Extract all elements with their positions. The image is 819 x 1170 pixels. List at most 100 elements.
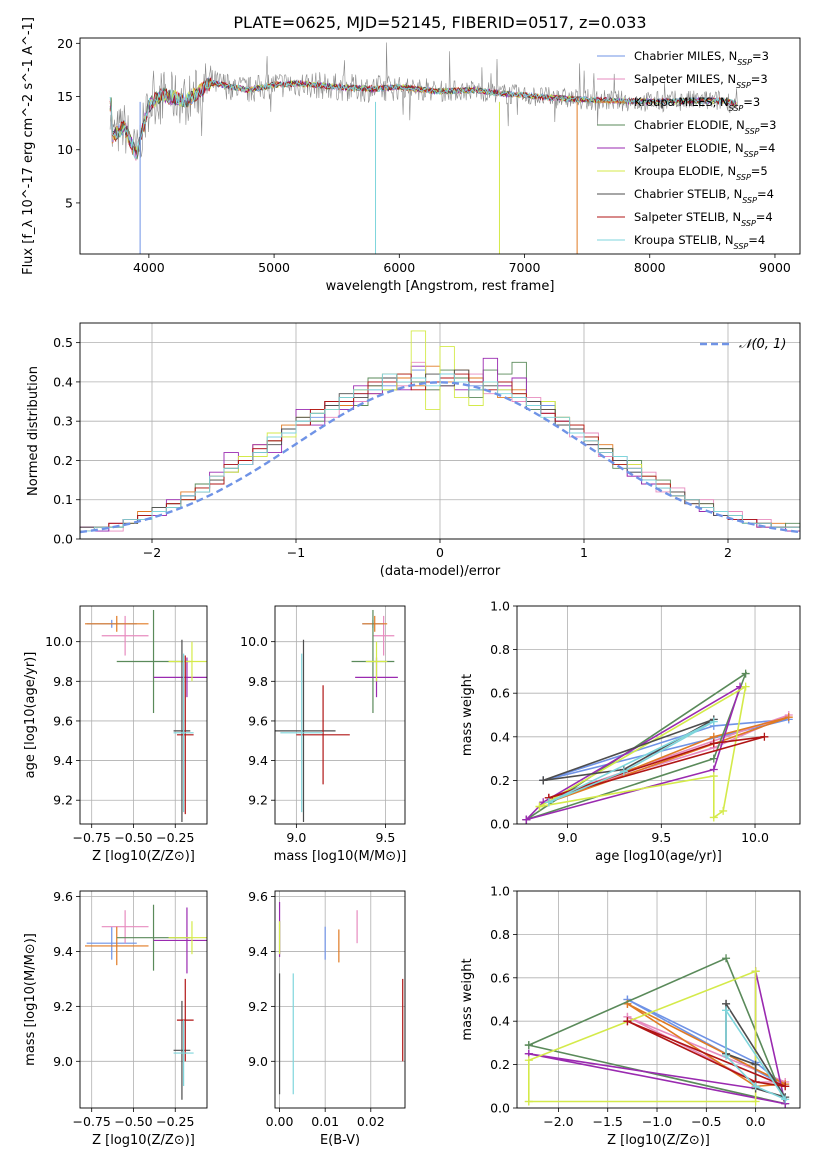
plus-marker (544, 798, 553, 807)
legend-entry-tail: =4 (757, 187, 774, 201)
weight_vs_Z-lines (524, 954, 790, 1108)
legend-entry-main: Salpeter MILES, N (634, 72, 736, 86)
y-tick-label: 9.6 (53, 889, 73, 904)
age_vs_mass-points (275, 609, 398, 823)
x-tick-label: 9000 (759, 260, 791, 275)
plus-marker (719, 806, 728, 815)
error-bar-point (173, 1020, 194, 1087)
x-tick-label: −2 (143, 545, 161, 560)
plus-marker (751, 967, 760, 976)
mass_vs_Z-x-axis-label: Z [log10(Z/Z⊙)] (92, 1133, 195, 1148)
age_vs_Z-frame (79, 605, 208, 825)
spectrum-y-axis-label: Flux [f_λ 10^-17 erg cm^-2 s^-1 A^-1] (21, 17, 36, 275)
x-tick-label: 7000 (509, 260, 541, 275)
error-bar-point (85, 926, 149, 966)
residuals-axes: −2 −1 0 1 2 0.0 0.1 0.2 0.3 0.4 0.5 (data-model)/er… (26, 322, 801, 579)
plus-marker (709, 813, 718, 822)
x-tick-label: −0.75 (73, 1114, 111, 1129)
spectrum-lines (109, 42, 738, 254)
y-tick-label: 0.1 (53, 492, 73, 507)
x-tick-label: −2.0 (543, 1114, 573, 1129)
legend-entry-main: Salpeter ELODIE, N (634, 141, 744, 155)
legend-entry: Salpeter MILES, NSSP=3 (634, 72, 768, 90)
x-tick-label: −0.50 (114, 1114, 152, 1129)
mass_vs_EBV-x-axis-label: E(B-V) (320, 1133, 360, 1148)
x-tick-label: −1.5 (593, 1114, 623, 1129)
x-tick-label: 1 (580, 545, 588, 560)
y-tick-label: 0.2 (53, 453, 73, 468)
legend-entry-main: Kroupa MILES, N (634, 95, 729, 109)
x-tick-label: −1.0 (642, 1114, 672, 1129)
weight-line-5 (527, 970, 757, 1103)
age_vs_Z-axes: −0.75 −0.50 −0.25 9.2 9.4 9.6 9.8 10.0 Z [log10(… (23, 605, 208, 864)
error-bar-point (168, 641, 207, 682)
legend-entry-sub: SSP (745, 127, 760, 136)
error-bar-point (153, 907, 207, 974)
error-bar-point (173, 1000, 191, 1100)
legend-entry-main: Chabrier MILES, N (634, 49, 737, 63)
legend-entry: Salpeter STELIB, NSSP=4 (634, 210, 773, 228)
y-tick-label: 0.5 (53, 335, 73, 350)
y-tick-label: 1.0 (490, 884, 510, 899)
weight-line-6 (542, 718, 715, 782)
legend-entry: Kroupa MILES, NSSP=3 (634, 95, 760, 113)
y-tick-label: 0.0 (490, 817, 510, 832)
legend-entry-sub: SSP (734, 242, 749, 251)
legend-entry: Chabrier MILES, NSSP=3 (634, 49, 769, 67)
y-tick-label: 0.2 (490, 1057, 510, 1072)
y-tick-label: 9.6 (248, 889, 268, 904)
x-tick-label: 10.0 (741, 830, 769, 845)
age_vs_mass-frame (274, 605, 406, 825)
error-bar-point (362, 615, 388, 632)
y-tick-label: 20 (57, 36, 73, 51)
error-bar-point (176, 978, 194, 1062)
x-tick-label: 0 (436, 545, 444, 560)
x-tick-label: 8000 (634, 260, 666, 275)
y-tick-label: 9.2 (53, 793, 73, 808)
plus-marker (751, 1060, 760, 1069)
legend-entry: Salpeter ELODIE, NSSP=4 (634, 141, 775, 159)
plus-marker (751, 1097, 760, 1106)
error-bar-point (372, 615, 395, 656)
legend-entry-sub: SSP (736, 81, 751, 90)
y-tick-label: 10.0 (45, 634, 73, 649)
y-tick-label: 9.4 (248, 753, 268, 768)
age_vs_Z-x-axis-label: Z [log10(Z/Z⊙)] (92, 849, 195, 864)
legend-entry-main: Kroupa ELODIE, N (634, 164, 736, 178)
plus-marker (722, 954, 731, 963)
plus-marker (709, 739, 718, 748)
weight-line-8 (548, 720, 715, 803)
y-tick-label: 9.6 (53, 713, 73, 728)
error-bar-point (176, 655, 194, 815)
error-bar-point (101, 615, 149, 656)
x-tick-label: −0.75 (73, 830, 111, 845)
plus-marker (619, 767, 628, 776)
mass_vs_Z-y-axis-label: mass [log10(M/M⊙)] (23, 933, 38, 1066)
error-bar-point (280, 653, 324, 813)
legend-entry-sub: SSP (744, 150, 759, 159)
weight-line-0 (542, 718, 789, 782)
histogram-8 (79, 373, 801, 539)
y-tick-label: 0.8 (490, 927, 510, 942)
y-tick-label: 1.0 (490, 599, 510, 614)
y-tick-label: 0.4 (53, 374, 73, 389)
plus-marker (781, 1095, 790, 1104)
legend-entry-sub: SSP (729, 104, 744, 113)
legend-entry-sub: SSP (742, 196, 757, 205)
weight_vs_age-y-axis-label: mass weight (460, 674, 475, 756)
y-tick-label: 0.2 (490, 773, 510, 788)
x-tick-label: 9.5 (651, 830, 671, 845)
plus-marker (741, 682, 750, 691)
mass_vs_EBV-axes: 0.00 0.01 0.02 9.0 9.2 9.4 9.6 E(B-V) (248, 889, 406, 1148)
y-tick-label: 0.4 (490, 729, 510, 744)
plus-marker (522, 815, 531, 824)
y-tick-label: 9.4 (53, 944, 73, 959)
age_vs_mass-axes: 9.0 9.5 9.2 9.4 9.6 9.8 10.0 mass [log10(M/M⊙)] (240, 605, 406, 864)
age_vs_Z-y-axis-label: age [log10(age/yr)] (23, 652, 38, 779)
y-tick-label: 5 (65, 195, 73, 210)
age_vs_Z-points (85, 609, 207, 823)
plus-marker (751, 1082, 760, 1091)
plus-marker (524, 1041, 533, 1050)
plus-marker (760, 732, 769, 741)
